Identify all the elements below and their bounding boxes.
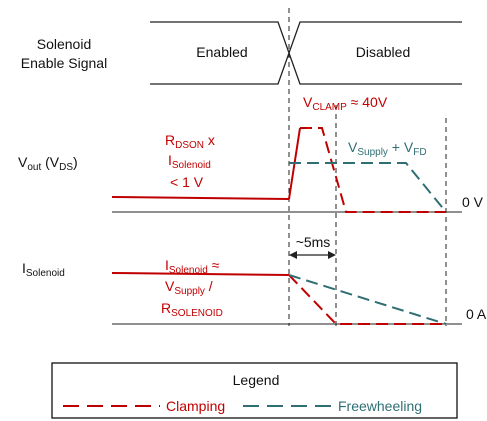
vsupply-vfd-label: VSupply + VFD <box>348 139 427 158</box>
vout-on-waveform <box>111 196 290 200</box>
vout-freewheeling-waveform <box>289 162 447 213</box>
isolenoid-label: ISolenoid <box>168 152 211 171</box>
isol-zero-label: 0 A <box>466 306 487 322</box>
signal-disabled-label: Disabled <box>356 44 410 60</box>
vclamp-label: VCLAMP ≈ 40V <box>303 94 388 113</box>
vout-label: Vout (VDS) <box>18 154 78 173</box>
signal-label-line2: Enable Signal <box>21 55 107 71</box>
signal-enabled-label: Enabled <box>196 44 247 60</box>
isol-eq-label: ISolenoid ≈ <box>165 257 220 276</box>
isolenoid-axis-label: ISolenoid <box>22 260 65 279</box>
legend-title: Legend <box>233 372 280 388</box>
rdson-label: RDSON x <box>165 132 215 151</box>
vout-clamping-waveform <box>300 127 446 213</box>
time-interval-label: ~5ms <box>296 234 331 250</box>
vsupply-div-label: VSupply / <box>165 278 213 297</box>
isol-clamping-waveform <box>288 274 446 325</box>
signal-label-line1: Solenoid <box>37 36 92 52</box>
isol-on-waveform <box>111 272 290 276</box>
legend-box <box>51 362 458 419</box>
legend-clamping-label: Clamping <box>166 398 225 414</box>
legend-freewheeling-label: Freewheeling <box>338 398 422 414</box>
isol-freewheeling-waveform <box>288 274 447 325</box>
time-interval-arrow <box>289 251 336 259</box>
rsolenoid-label: RSOLENOID <box>161 300 223 319</box>
vout-zero-label: 0 V <box>462 194 484 210</box>
less-than-1v-label: < 1 V <box>170 174 204 190</box>
